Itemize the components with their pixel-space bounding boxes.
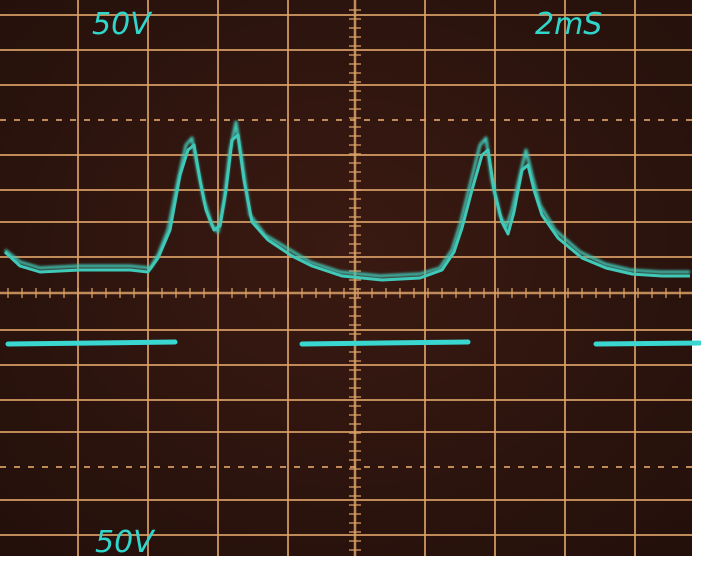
oscilloscope-photo: 50V 2mS 50V bbox=[0, 0, 701, 570]
top-right-label: 2mS bbox=[535, 7, 602, 42]
page: 50V 2mS 50V (() => { const data = JSON.p… bbox=[0, 0, 701, 570]
lower-trace bbox=[8, 342, 700, 344]
screen bbox=[0, 0, 692, 556]
bottom-left-label: 50V bbox=[95, 525, 156, 560]
top-left-label: 50V bbox=[92, 7, 153, 42]
